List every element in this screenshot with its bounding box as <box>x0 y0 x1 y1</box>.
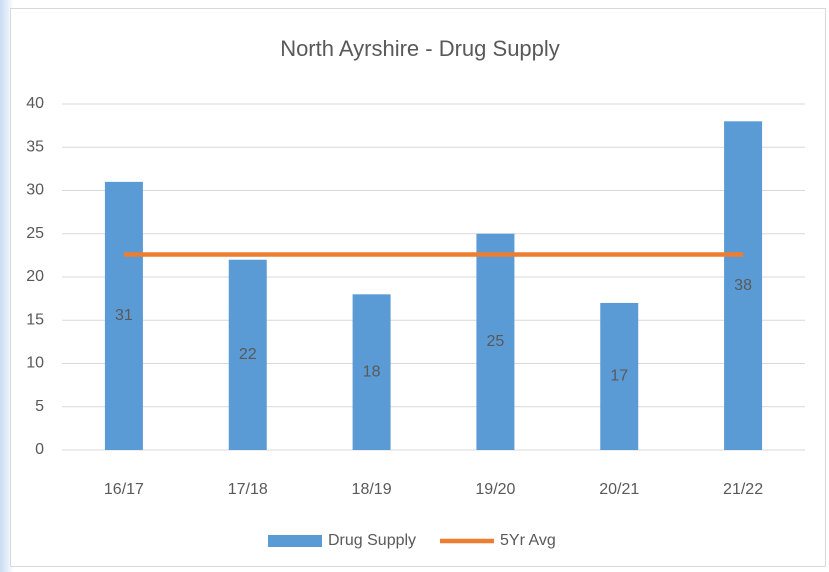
data-label: 18 <box>363 363 381 380</box>
y-tick-label: 25 <box>26 225 44 242</box>
x-tick-label: 21/22 <box>723 481 763 498</box>
data-label: 17 <box>610 368 628 385</box>
x-tick-label: 17/18 <box>228 481 268 498</box>
bar <box>724 121 763 451</box>
bar <box>600 302 639 450</box>
y-tick-label: 30 <box>26 182 44 199</box>
chart-frame <box>10 8 826 567</box>
data-label: 31 <box>115 307 133 324</box>
legend-swatch <box>268 535 322 547</box>
data-label: 25 <box>487 333 505 350</box>
x-tick-label: 18/19 <box>352 481 392 498</box>
y-tick-label: 20 <box>26 268 44 285</box>
y-tick-label: 15 <box>26 311 44 328</box>
x-tick-label: 19/20 <box>475 481 515 498</box>
data-label: 38 <box>734 277 752 294</box>
x-tick-label: 20/21 <box>599 481 639 498</box>
legend-label: Drug Supply <box>328 532 416 549</box>
bar <box>228 259 267 450</box>
y-tick-label: 5 <box>35 398 44 415</box>
y-tick-label: 10 <box>26 355 44 372</box>
data-label: 22 <box>239 346 257 363</box>
y-tick-label: 40 <box>26 95 44 112</box>
chart-title: North Ayrshire - Drug Supply <box>280 36 560 61</box>
legend-label: 5Yr Avg <box>500 532 556 549</box>
y-tick-label: 0 <box>35 441 44 458</box>
x-tick-label: 16/17 <box>104 481 144 498</box>
bar <box>352 294 391 450</box>
bar <box>476 233 515 450</box>
y-tick-label: 35 <box>26 138 44 155</box>
bar <box>104 181 143 450</box>
